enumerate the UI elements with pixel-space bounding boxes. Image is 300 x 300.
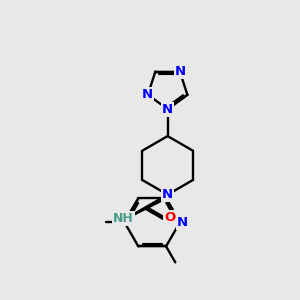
Text: N: N <box>175 65 186 78</box>
Text: N: N <box>175 65 186 78</box>
Text: N: N <box>162 188 173 201</box>
Text: N: N <box>162 103 173 116</box>
Text: O: O <box>164 211 175 224</box>
Text: N: N <box>177 216 188 229</box>
Text: N: N <box>162 103 173 116</box>
Text: N: N <box>162 188 173 201</box>
Text: N: N <box>162 103 173 116</box>
Text: NH: NH <box>113 212 134 225</box>
Text: N: N <box>177 216 188 229</box>
Text: N: N <box>142 88 153 101</box>
Text: NH: NH <box>113 212 134 225</box>
Text: O: O <box>165 211 176 224</box>
Text: N: N <box>142 88 153 101</box>
